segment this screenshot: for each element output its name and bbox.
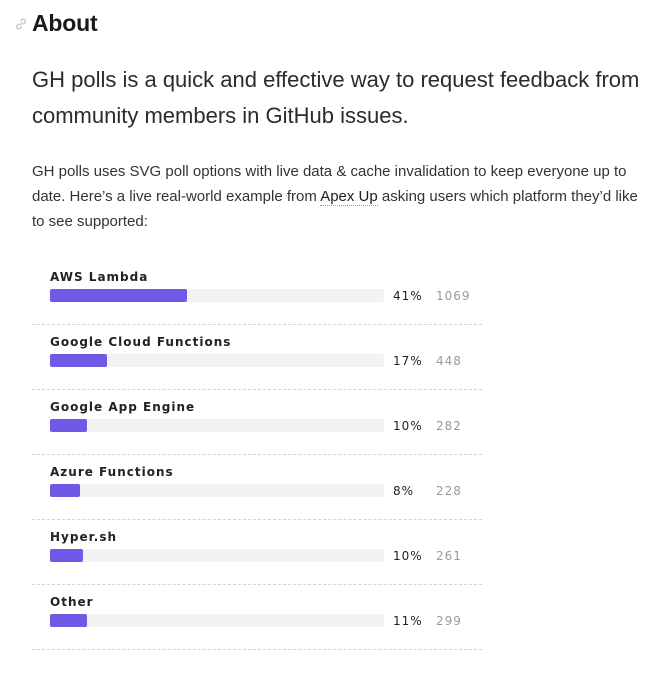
poll: AWS Lambda 41% 1069 Google Cloud Functio… <box>32 260 482 650</box>
poll-option-percent: 10% <box>393 419 423 433</box>
description-text-after: asking users which platform they’d like … <box>32 188 638 230</box>
poll-option-bar-track <box>50 419 384 432</box>
poll-option-votes: 261 <box>436 549 462 563</box>
section-title: About <box>32 10 98 36</box>
poll-option-votes: 228 <box>436 484 462 498</box>
poll-option-bar-fill <box>50 419 87 432</box>
poll-option-bar-track <box>50 549 384 562</box>
poll-option-bar-fill <box>50 614 87 627</box>
description-text-before: GH polls uses SVG poll options with live… <box>32 163 627 205</box>
lead-paragraph: GH polls is a quick and effective way to… <box>32 67 640 128</box>
poll-option[interactable]: Other 11% 299 <box>32 585 482 650</box>
poll-option-bar-track <box>50 484 384 497</box>
poll-option-bar-fill <box>50 289 187 302</box>
poll-option-percent: 11% <box>393 614 423 628</box>
poll-option-percent: 10% <box>393 549 423 563</box>
poll-option-bar-track <box>50 354 384 367</box>
poll-option[interactable]: Google Cloud Functions 17% 448 <box>32 325 482 390</box>
poll-option-percent: 41% <box>393 289 423 303</box>
poll-option[interactable]: Azure Functions 8% 228 <box>32 455 482 520</box>
poll-option-votes: 299 <box>436 614 462 628</box>
about-heading: About <box>14 10 98 37</box>
description-paragraph: GH polls uses SVG poll options with live… <box>32 159 644 234</box>
poll-option-votes: 282 <box>436 419 462 433</box>
poll-option-label: Google App Engine <box>50 400 196 414</box>
poll-option-votes: 1069 <box>436 289 471 303</box>
poll-option-percent: 8% <box>393 484 415 498</box>
poll-option-bar-fill <box>50 354 107 367</box>
poll-option-votes: 448 <box>436 354 462 368</box>
apex-up-link[interactable]: Apex Up <box>320 188 378 206</box>
poll-option-bar-fill <box>50 484 81 497</box>
poll-option-label: Azure Functions <box>50 465 174 479</box>
poll-option-bar-track <box>50 289 384 302</box>
poll-option-label: Google Cloud Functions <box>50 335 232 349</box>
poll-option[interactable]: Hyper.sh 10% 261 <box>32 520 482 585</box>
poll-option-bar-fill <box>50 549 84 562</box>
poll-option-bar-track <box>50 614 384 627</box>
poll-option[interactable]: Google App Engine 10% 282 <box>32 390 482 455</box>
poll-option-label: Hyper.sh <box>50 530 118 544</box>
poll-option-percent: 17% <box>393 354 423 368</box>
poll-option-label: AWS Lambda <box>50 270 149 284</box>
poll-option[interactable]: AWS Lambda 41% 1069 <box>32 260 482 325</box>
poll-option-label: Other <box>50 595 94 609</box>
anchor-link-icon[interactable] <box>14 17 28 31</box>
